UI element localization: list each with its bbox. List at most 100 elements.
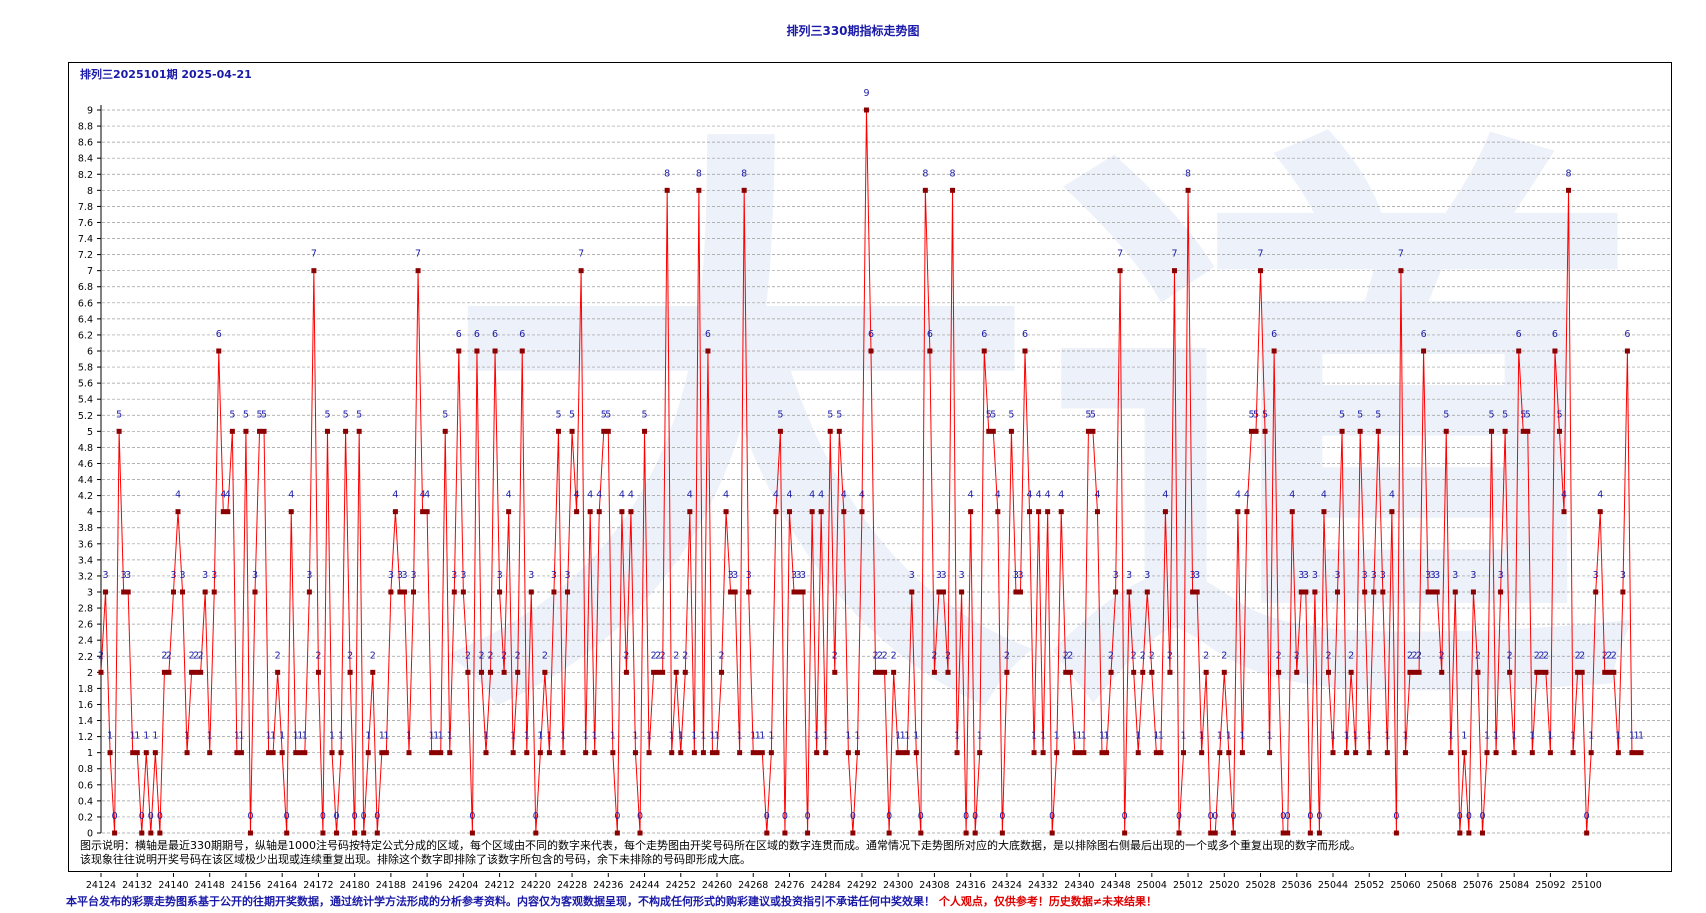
data-label: 0: [886, 811, 892, 822]
data-point: [709, 750, 715, 756]
data-point: [990, 428, 996, 434]
data-label: 2: [682, 650, 688, 661]
data-point: [1031, 750, 1037, 756]
data-point: [1063, 669, 1069, 675]
y-tick-label: 1.8: [78, 684, 93, 695]
data-point: [257, 428, 263, 434]
data-point: [420, 509, 426, 515]
data-label: 1: [143, 731, 149, 742]
data-label: 0: [334, 811, 340, 822]
data-point: [1217, 750, 1223, 756]
data-point: [714, 750, 720, 756]
data-label: 2: [660, 650, 666, 661]
data-label: 1: [714, 731, 720, 742]
data-label: 4: [723, 490, 729, 501]
data-point: [1561, 509, 1567, 515]
data-label: 6: [981, 329, 987, 340]
data-label: 3: [1371, 570, 1377, 581]
y-tick-label: 8.2: [78, 170, 93, 181]
data-label: 0: [148, 811, 154, 822]
data-point: [157, 830, 163, 836]
data-point: [1090, 428, 1096, 434]
data-label: 2: [189, 650, 195, 661]
series-line: [100, 109, 1641, 834]
y-tick-label: 2.6: [78, 620, 93, 631]
data-label: 1: [438, 731, 444, 742]
data-label: 1: [447, 731, 453, 742]
data-label: 3: [796, 570, 802, 581]
data-point: [1475, 669, 1481, 675]
data-label: 1: [913, 731, 919, 742]
data-label: 0: [361, 811, 367, 822]
data-label: 2: [1108, 650, 1114, 661]
data-label: 2: [1507, 650, 1513, 661]
data-point: [1226, 750, 1232, 756]
data-point: [1271, 348, 1277, 354]
data-label: 1: [895, 731, 901, 742]
data-label: 7: [1258, 249, 1264, 260]
data-label: 5: [243, 409, 249, 420]
x-tick-label: 24132: [122, 880, 152, 891]
x-tick-label: 24164: [267, 880, 297, 891]
data-point: [1239, 750, 1245, 756]
data-label: 1: [1588, 731, 1594, 742]
data-label: 0: [1176, 811, 1182, 822]
data-point: [103, 589, 109, 595]
data-point: [587, 509, 593, 515]
data-label: 5: [986, 409, 992, 420]
data-point: [986, 428, 992, 434]
data-point: [555, 428, 561, 434]
data-label: 5: [229, 409, 235, 420]
data-label: 1: [365, 731, 371, 742]
data-label: 0: [1307, 811, 1313, 822]
data-label: 0: [1457, 811, 1463, 822]
data-label: 4: [1235, 490, 1241, 501]
data-label: 0: [1049, 811, 1055, 822]
data-point: [1253, 428, 1259, 434]
data-point: [1412, 669, 1418, 675]
data-point: [1294, 669, 1300, 675]
data-point: [655, 669, 661, 675]
data-label: 3: [397, 570, 403, 581]
data-label: 2: [891, 650, 897, 661]
data-point: [338, 750, 344, 756]
chart-subtitle: 排列三2025101期 2025-04-21: [80, 68, 252, 81]
data-point: [207, 750, 213, 756]
data-label: 1: [1484, 731, 1490, 742]
data-label: 2: [1602, 650, 1608, 661]
data-point: [583, 750, 589, 756]
data-label: 6: [519, 329, 525, 340]
data-label: 2: [1439, 650, 1445, 661]
x-tick-label: 24196: [412, 880, 442, 891]
data-point: [1543, 669, 1549, 675]
data-label: 3: [170, 570, 176, 581]
data-label: 3: [411, 570, 417, 581]
data-label: 0: [1122, 811, 1128, 822]
data-label: 1: [646, 731, 652, 742]
data-label: 3: [959, 570, 965, 581]
data-point: [895, 750, 901, 756]
data-label: 2: [1407, 650, 1413, 661]
data-point: [642, 428, 648, 434]
data-label: 5: [261, 409, 267, 420]
y-tick-label: 2.2: [78, 652, 93, 663]
data-point: [1199, 750, 1205, 756]
data-label: 3: [451, 570, 457, 581]
data-label: 1: [1226, 731, 1232, 742]
data-label: 5: [1248, 409, 1254, 420]
y-tick-label: 5.6: [78, 379, 93, 390]
data-label: 2: [478, 650, 484, 661]
data-label: 1: [1199, 731, 1205, 742]
data-label: 5: [1085, 409, 1091, 420]
data-label: 1: [1353, 731, 1359, 742]
data-point: [1489, 428, 1495, 434]
data-point: [433, 750, 439, 756]
data-point: [646, 750, 652, 756]
data-point: [1384, 750, 1390, 756]
data-label: 3: [551, 570, 557, 581]
data-point: [1470, 589, 1476, 595]
data-label: 1: [238, 731, 244, 742]
data-label: 1: [1402, 731, 1408, 742]
data-label: 1: [406, 731, 412, 742]
data-label: 5: [116, 409, 122, 420]
